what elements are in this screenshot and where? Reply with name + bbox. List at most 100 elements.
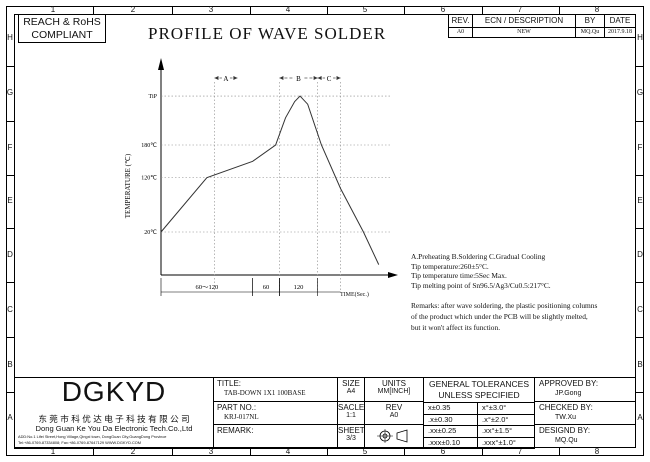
tolerance-separator [477, 414, 478, 426]
column-number: 1 [50, 5, 56, 14]
designed-value: MQ.Qu [555, 437, 578, 444]
frame-divider [404, 448, 405, 456]
approved-label: APPROVED BY: [539, 379, 599, 388]
row-letter: F [637, 143, 643, 152]
units-cell: UNITS MM[INCH] [364, 378, 424, 402]
phase-arrow [233, 76, 238, 80]
frame-divider [636, 392, 644, 393]
sheet-value: 3/3 [346, 435, 356, 442]
tolerance-row: x±0.35 x°±3.0° [424, 402, 534, 414]
checked-label: CHECKED BY: [539, 403, 593, 412]
frame-divider [636, 228, 644, 229]
row-letter: B [637, 360, 643, 369]
page-title: PROFILE OF WAVE SOLDER [148, 24, 387, 43]
frame-divider [6, 66, 14, 67]
remark-line: of the product which under the PCB will … [411, 312, 588, 321]
frame-divider [6, 121, 14, 122]
row-letter: C [7, 305, 13, 314]
column-number: 7 [517, 447, 523, 456]
note-line: Tip temperature time:5Sec Max. [411, 271, 507, 280]
row-letter: D [7, 250, 13, 259]
frame-divider [404, 6, 405, 14]
projection-cell [364, 424, 424, 449]
column-number: 5 [362, 447, 368, 456]
chart-gridlines [161, 82, 392, 292]
x-axis-label: TIME(Sec.) [340, 292, 369, 298]
checked-value: TW.Xu [555, 414, 577, 421]
chart-axes [158, 58, 398, 278]
compliance-line1: REACH & RoHS [23, 16, 101, 28]
y-tick-label: 120℃ [141, 176, 157, 182]
y-tick-label: 180℃ [141, 143, 157, 149]
compliance-box: REACH & RoHS COMPLIANT [18, 14, 106, 43]
column-number: 6 [440, 5, 446, 14]
tolerance-angular: .xxx°±1.0° [482, 437, 516, 447]
company-name-cn: 东 莞 市 科 优 达 电 子 科 技 有 限 公 司 [38, 414, 190, 424]
column-number: 7 [517, 5, 523, 14]
phase-arrow [214, 76, 219, 80]
row-letter: C [637, 305, 643, 314]
part-no-label: PART NO.: [217, 403, 257, 412]
phase-arrow [313, 76, 318, 80]
size-label: SIZE [342, 379, 360, 388]
tolerances-cell: GENERAL TOLERANCES UNLESS SPECIFIED x±0.… [423, 378, 535, 449]
phase-label-bg [221, 73, 230, 82]
frame-divider [6, 392, 14, 393]
column-number: 2 [130, 5, 136, 14]
y-tick-label: TiP [149, 94, 158, 100]
frame-divider [6, 282, 14, 283]
frame-divider [93, 448, 94, 456]
profile-notes: A.Preheating B.Soldering C.Gradual Cooli… [411, 252, 551, 290]
phase-label: A [223, 75, 228, 83]
approved-value: JP.Gong [555, 390, 582, 397]
rev-label: REV [385, 403, 403, 412]
frame-divider [250, 448, 251, 456]
row-letter: G [636, 88, 644, 97]
frame-divider [250, 6, 251, 14]
tolerance-row: .x±0.30 .x°±2.0° [424, 413, 534, 426]
frame-divider [172, 448, 173, 456]
title-cell: TITLE: TAB-DOWN 1X1 100BASE [213, 378, 338, 402]
frame-divider [559, 448, 560, 456]
date-value: 2017.9.18 [604, 27, 636, 38]
frame-divider [559, 6, 560, 14]
frame-divider [6, 337, 14, 338]
row-letter: B [7, 360, 13, 369]
temperature-curve [160, 95, 380, 265]
frame-divider [6, 175, 14, 176]
rev-cell: REV A0 [364, 401, 424, 425]
row-letter: A [7, 413, 13, 422]
tolerances-subtitle: UNLESS SPECIFIED [438, 390, 520, 400]
y-tick-label: 20℃ [144, 230, 157, 236]
chart-tick-labels: TiP 180℃ 120℃ 20℃ [141, 94, 157, 236]
frame-divider [327, 6, 328, 14]
frame-divider [6, 228, 14, 229]
tolerance-separator [477, 437, 478, 449]
third-angle-projection-icon [377, 429, 408, 443]
remark-line: Remarks: after wave soldering, the plast… [411, 301, 598, 310]
frame-divider [327, 448, 328, 456]
frame-divider [636, 282, 644, 283]
phase-label-bg [325, 73, 334, 82]
sheet-label: SHEET [338, 426, 365, 435]
tolerance-angular: x°±3.0° [482, 403, 507, 412]
company-logo: DGKYD [61, 376, 167, 407]
phase-arrow [279, 76, 284, 80]
rev-value: A0 [389, 412, 399, 419]
company-name-en: Dong Guan Ke You Da Electronic Tech.Co.,… [35, 424, 193, 433]
frame-divider [172, 6, 173, 14]
note-line: Tip melting point of Sn96.5/Ag3/Cu0.5:21… [411, 280, 551, 290]
tolerance-angular: .xx°±1.5° [482, 426, 513, 435]
remark-cell: REMARK: [213, 424, 338, 449]
column-number: 5 [362, 5, 368, 14]
company-cell: DGKYD 东 莞 市 科 优 达 电 子 科 技 有 限 公 司 Dong G… [14, 376, 214, 449]
phase-arrow [317, 76, 322, 80]
tolerances-title: GENERAL TOLERANCES [429, 379, 529, 389]
y-axis-label: TEMPERATURE (℃) [124, 153, 132, 219]
designed-cell: DESIGND BY: MQ.Qu [534, 424, 636, 449]
compliance-line2: COMPLIANT [31, 29, 93, 41]
row-letter: H [7, 33, 13, 42]
column-number: 3 [208, 5, 214, 14]
column-number: 6 [440, 447, 446, 456]
